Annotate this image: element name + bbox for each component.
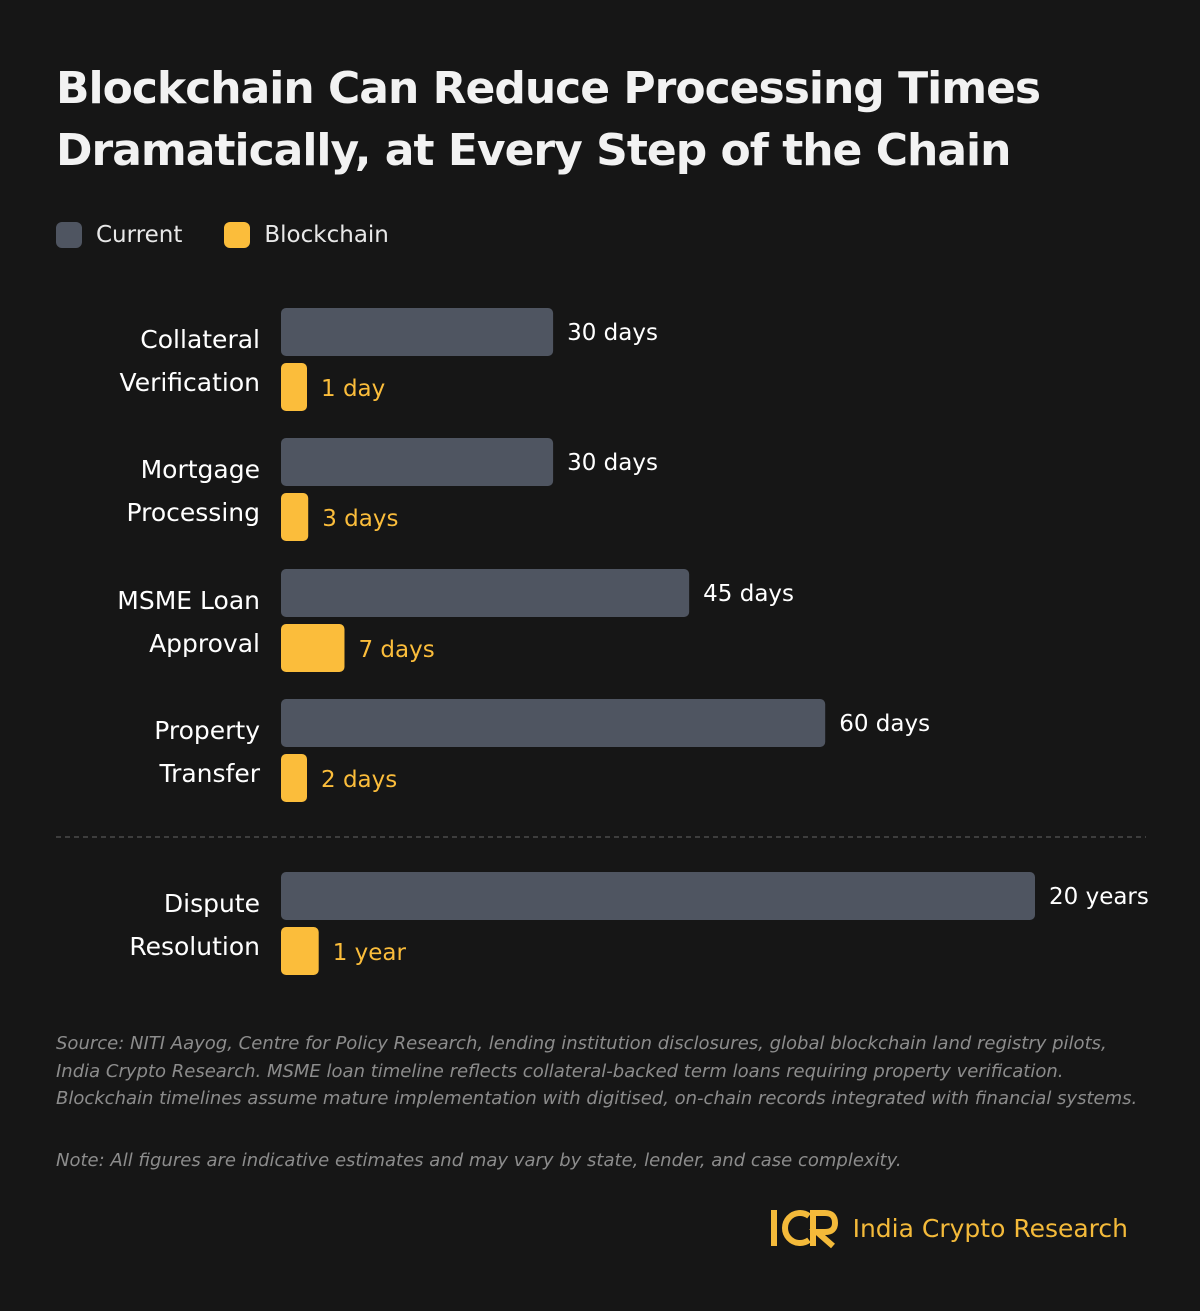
bar-blockchain-property-transfer [281,754,307,802]
chart-title: Blockchain Can Reduce Processing Times D… [56,63,1041,176]
value-label-current-msme-loan-approval: 45 days [703,581,794,607]
category-label-msme-loan-approval-1: MSME Loan [117,586,260,615]
value-label-current-dispute-resolution: 20 years [1049,884,1149,910]
value-label-current-mortgage-processing: 30 days [567,450,658,476]
legend-label-current: Current [96,222,183,248]
legend-swatch-current [56,222,82,248]
category-label-property-transfer-2: Transfer [158,759,260,788]
legend-item-blockchain: Blockchain [224,222,389,248]
value-label-blockchain-mortgage-processing: 3 days [322,506,398,532]
category-label-property-transfer-1: Property [154,716,260,745]
value-label-blockchain-dispute-resolution: 1 year [333,940,407,966]
value-label-blockchain-msme-loan-approval: 7 days [358,637,434,663]
disclaimer-note: Note: All figures are indicative estimat… [56,1150,902,1171]
brand-name: India Crypto Research [852,1213,1128,1243]
category-label-dispute-resolution-1: Dispute [164,889,260,918]
category-label-dispute-resolution-2: Resolution [129,932,260,961]
bar-current-msme-loan-approval [281,569,690,617]
icr-logo-icon [770,1210,838,1249]
bar-blockchain-collateral-verification [281,363,307,411]
value-label-blockchain-collateral-verification: 1 day [321,376,385,402]
category-label-msme-loan-approval-2: Approval [149,629,260,658]
legend-label-blockchain: Blockchain [264,222,389,248]
category-label-collateral-verification-2: Verification [120,368,260,397]
category-label-mortgage-processing-2: Processing [127,498,261,527]
legend-item-current: Current [56,222,182,248]
brand: India Crypto Research [769,1206,1128,1250]
bar-blockchain-dispute-resolution [281,927,319,975]
legend-swatch-blockchain [224,222,251,248]
value-label-current-collateral-verification: 30 days [567,320,658,346]
bar-blockchain-msme-loan-approval [281,624,345,672]
bar-current-collateral-verification [281,308,554,356]
bar-current-property-transfer [281,699,826,747]
category-label-collateral-verification-1: Collateral [140,325,260,354]
bar-chart: Collateral Verification 30 days 1 day Mortga… [56,308,1149,975]
category-label-mortgage-processing-1: Mortgage [141,455,260,484]
source-note: Source: NITI Aayog, Centre for Policy Re… [56,1033,1138,1109]
bar-current-mortgage-processing [281,438,554,486]
value-label-blockchain-property-transfer: 2 days [321,767,397,793]
bar-blockchain-mortgage-processing [281,493,309,541]
bar-current-dispute-resolution [281,872,1035,920]
legend: Current Blockchain [56,222,431,248]
value-label-current-property-transfer: 60 days [839,711,930,737]
